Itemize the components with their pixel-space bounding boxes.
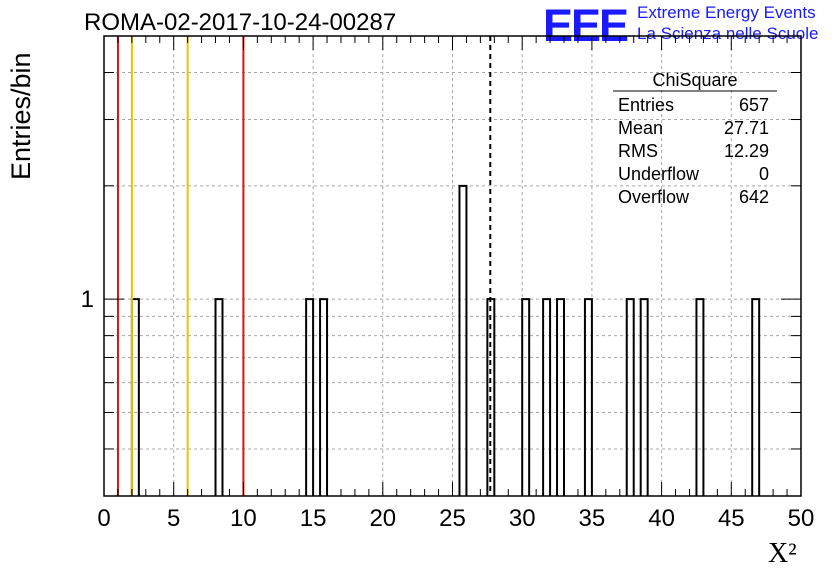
histogram-bin bbox=[214, 298, 224, 496]
histogram-bin bbox=[542, 298, 552, 496]
eee-logo: EEE bbox=[543, 0, 629, 51]
x-tick-label: 35 bbox=[579, 505, 606, 532]
histogram-bin bbox=[695, 298, 705, 496]
stats-label: Underflow bbox=[618, 164, 700, 184]
stats-title: ChiSquare bbox=[652, 70, 737, 90]
histogram-bin bbox=[751, 298, 761, 496]
logo-line-1: Extreme Energy Events bbox=[637, 3, 816, 22]
histogram-bin bbox=[130, 298, 140, 496]
stats-value: 12.29 bbox=[724, 141, 769, 161]
histogram-bin bbox=[639, 298, 649, 496]
stats-value: 657 bbox=[739, 95, 769, 115]
stats-value: 27.71 bbox=[724, 118, 769, 138]
histogram-bin bbox=[305, 298, 315, 496]
x-tick-label: 0 bbox=[97, 505, 110, 532]
x-tick-label: 5 bbox=[167, 505, 180, 532]
stats-value: 0 bbox=[759, 164, 769, 184]
histogram-bin bbox=[583, 298, 593, 496]
x-tick-label: 15 bbox=[300, 505, 327, 532]
x-tick-label: 40 bbox=[648, 505, 675, 532]
x-tick-label: 30 bbox=[509, 505, 536, 532]
histogram-bin bbox=[521, 298, 531, 496]
stats-label: Overflow bbox=[618, 187, 690, 207]
stats-label: Entries bbox=[618, 95, 674, 115]
chart-title: ROMA-02-2017-10-24-00287 bbox=[84, 9, 397, 36]
x-tick-label: 50 bbox=[788, 505, 815, 532]
stats-label: RMS bbox=[618, 141, 658, 161]
histogram-bin bbox=[458, 184, 468, 496]
x-tick-label: 45 bbox=[718, 505, 745, 532]
histogram-bin bbox=[319, 298, 329, 496]
stats-value: 642 bbox=[739, 187, 769, 207]
x-tick-label: 20 bbox=[369, 505, 396, 532]
histogram-bin bbox=[625, 298, 635, 496]
y-tick-label: 1 bbox=[81, 286, 94, 313]
histogram-bin bbox=[556, 298, 566, 496]
stats-label: Mean bbox=[618, 118, 663, 138]
x-tick-label: 25 bbox=[439, 505, 466, 532]
x-tick-label: 10 bbox=[230, 505, 257, 532]
x-axis-label: X² bbox=[768, 538, 797, 569]
